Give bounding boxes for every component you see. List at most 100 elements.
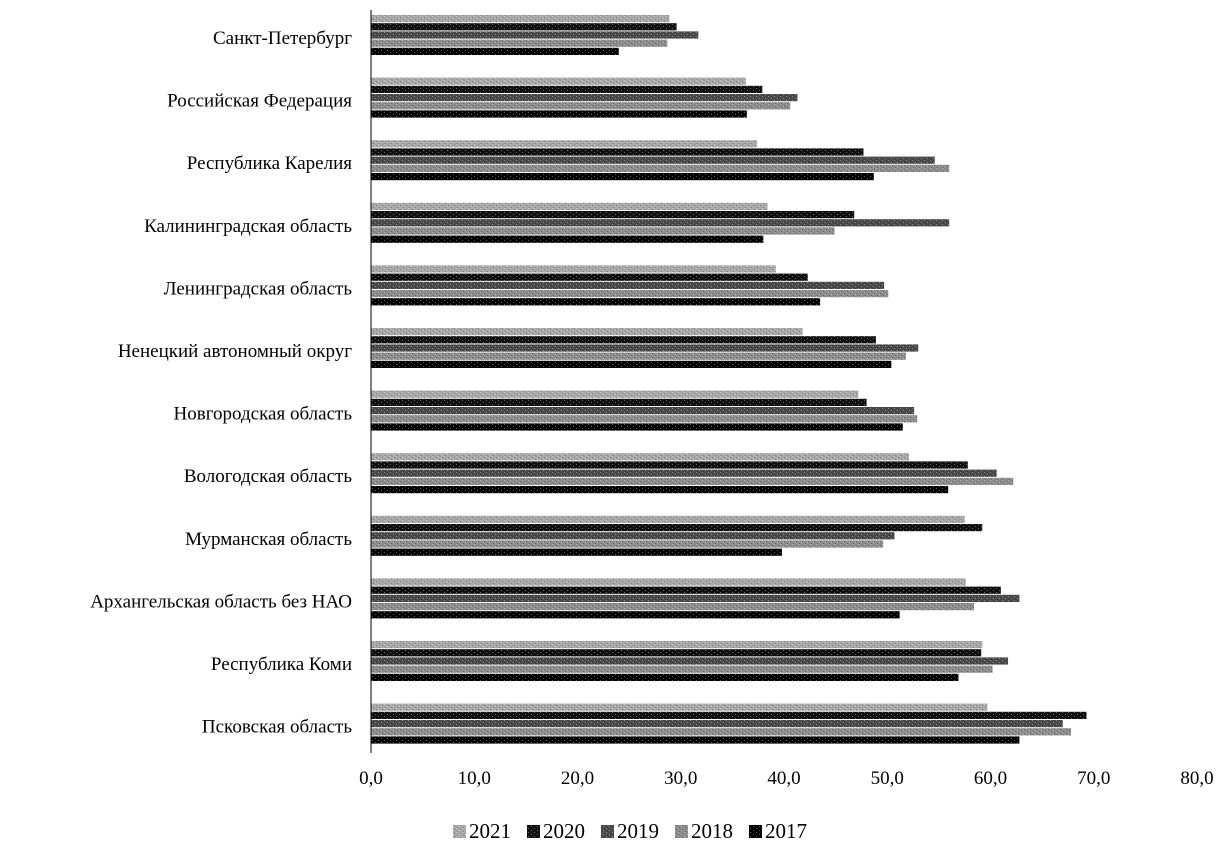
x-tick-label: 10,0 [458, 768, 491, 789]
bar-texture [371, 265, 776, 273]
bar-group [371, 15, 699, 55]
bar-texture [371, 328, 803, 336]
bar-texture [371, 281, 885, 289]
bar-texture [371, 148, 864, 156]
x-tick-label: 40,0 [767, 768, 800, 789]
bar-texture [371, 423, 903, 431]
bar-texture [371, 47, 619, 55]
bar-texture [371, 477, 1014, 485]
bar-group [371, 703, 1087, 744]
category-label: Мурманская область [185, 529, 352, 550]
bar-texture [371, 407, 915, 415]
bar-texture [371, 649, 982, 657]
bar-group [371, 641, 1009, 681]
bar-texture [371, 344, 919, 352]
category-label: Новгородская область [174, 404, 353, 425]
bar-texture [371, 703, 988, 711]
bar-group [371, 578, 1020, 619]
bar-texture [371, 77, 746, 85]
bar-texture [371, 140, 758, 148]
bar-group [371, 328, 919, 368]
legend-swatch-texture [527, 825, 540, 838]
bar-group [371, 140, 950, 181]
bar-texture [371, 360, 892, 368]
bars [371, 15, 1087, 744]
legend-swatch-texture [749, 825, 762, 838]
x-tick-label: 50,0 [871, 768, 904, 789]
bar-texture [371, 211, 855, 219]
category-label: Вологодская область [184, 466, 352, 487]
bar-group [371, 77, 798, 118]
bar-texture [371, 39, 668, 47]
bar-group [371, 202, 950, 243]
bar-texture [371, 548, 782, 556]
bar-texture [371, 85, 763, 93]
bar-texture [371, 524, 983, 532]
bar-texture [371, 657, 1009, 665]
bar-group [371, 453, 1014, 494]
bar-texture [371, 156, 935, 164]
bar-texture [371, 578, 966, 586]
bar-texture [371, 711, 1087, 719]
bar-texture [371, 611, 900, 619]
legend-label-2018: 2018 [691, 819, 733, 843]
x-tick-labels: 0,0 10,0 20,0 30,0 40,0 50,0 60,0 70,0 80,0 [359, 768, 1214, 789]
bar-texture [371, 94, 798, 102]
x-tick-label: 70,0 [1077, 768, 1110, 789]
bar-group [371, 390, 918, 431]
x-tick-label: 80,0 [1180, 768, 1213, 789]
category-label: Архангельская область без НАО [90, 591, 352, 612]
bar-texture [371, 102, 791, 110]
bar-texture [371, 453, 909, 461]
bar-texture [371, 540, 884, 548]
category-label: Российская Федерация [167, 91, 352, 112]
bar-texture [371, 398, 867, 406]
category-label: Ненецкий автономный округ [118, 341, 352, 362]
category-label: Псковская область [202, 717, 352, 738]
bar-texture [371, 486, 949, 494]
category-label: Республика Карелия [187, 153, 352, 174]
bar-texture [371, 594, 1020, 602]
bar-texture [371, 665, 993, 673]
legend-swatch-texture [453, 825, 466, 838]
category-labels: Санкт-Петербург Российская Федерация Респу… [90, 28, 352, 738]
bar-texture [371, 273, 808, 281]
x-tick-label: 0,0 [359, 768, 383, 789]
bar-texture [371, 110, 747, 118]
bar-texture [371, 736, 1020, 744]
bar-texture [371, 603, 974, 611]
bar-texture [371, 532, 895, 540]
x-tick-label: 60,0 [974, 768, 1007, 789]
x-tick-label: 20,0 [561, 768, 594, 789]
bar-texture [371, 219, 950, 227]
bar-texture [371, 515, 965, 523]
bar-texture [371, 641, 983, 649]
bar-texture [371, 202, 768, 210]
bar-texture [371, 720, 1063, 728]
legend: 2021 2020 2019 2018 2017 [453, 819, 807, 843]
bar-texture [371, 336, 876, 344]
bar-texture [371, 235, 764, 243]
legend-label-2021: 2021 [469, 819, 511, 843]
legend-label-2020: 2020 [543, 819, 585, 843]
legend-label-2019: 2019 [617, 819, 659, 843]
bar-texture [371, 728, 1072, 736]
legend-swatch-texture [675, 825, 688, 838]
legend-swatch-texture [601, 825, 614, 838]
bar-texture [371, 23, 677, 31]
legend-label-2017: 2017 [765, 819, 807, 843]
bar-texture [371, 415, 918, 423]
bar-texture [371, 352, 906, 360]
bar-texture [371, 227, 835, 235]
bar-texture [371, 461, 968, 469]
category-label: Республика Коми [211, 654, 352, 675]
bar-texture [371, 31, 699, 39]
bar-texture [371, 15, 670, 23]
bar-texture [371, 469, 997, 477]
bar-texture [371, 390, 859, 398]
category-label: Санкт-Петербург [213, 28, 352, 49]
category-label: Калининградская область [144, 216, 352, 237]
bar-texture [371, 164, 950, 172]
bar-group [371, 265, 889, 306]
